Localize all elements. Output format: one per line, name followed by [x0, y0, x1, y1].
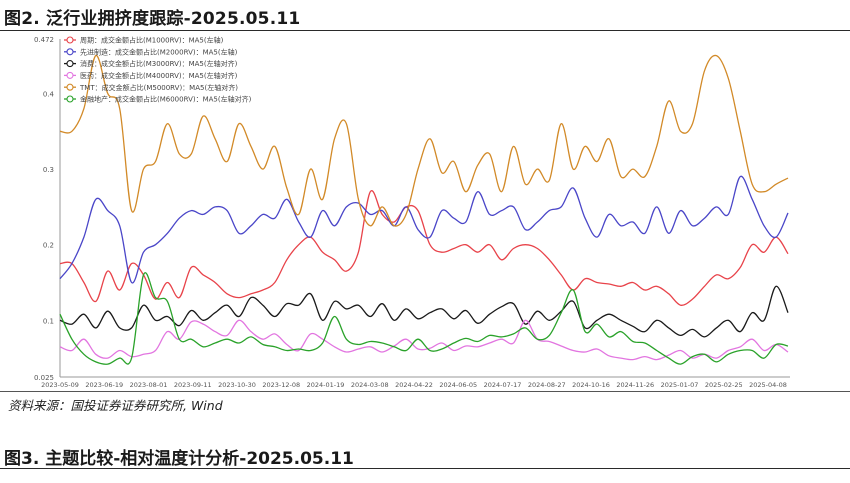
- legend-marker: [66, 83, 74, 91]
- next-figure-title: 图3. 主题比较-相对温度计分析-2025.05.11: [4, 449, 354, 469]
- legend-marker: [66, 36, 74, 44]
- next-title-rule: [0, 468, 850, 469]
- figure-title: 图2. 泛行业拥挤度跟踪-2025.05.11: [4, 9, 301, 29]
- legend-label: 先进制造：成交金额占比(M2000RV)：MA5(左轴): [80, 47, 238, 56]
- legend-marker: [66, 60, 74, 68]
- series-line-4: [59, 54, 789, 227]
- x-tick-label: 2023-06-19: [85, 381, 123, 389]
- x-tick-label: 2023-08-01: [130, 381, 168, 389]
- x-tick-label: 2023-09-11: [174, 381, 212, 389]
- series-line-5: [59, 272, 789, 365]
- x-tick-label: 2025-04-08: [749, 381, 787, 389]
- legend-marker: [66, 71, 74, 79]
- x-tick-label: 2023-10-30: [218, 381, 256, 389]
- series-line-0: [59, 190, 789, 306]
- x-tick-label: 2024-03-08: [351, 381, 389, 389]
- title-rule: [0, 30, 850, 31]
- x-tick-label: 2024-11-26: [616, 381, 654, 389]
- x-tick-label: 2024-10-16: [572, 381, 610, 389]
- legend-label: 金融地产：成交金额占比(M6000RV)：MA5(左轴对齐): [80, 95, 252, 104]
- x-tick-label: 2024-04-22: [395, 381, 433, 389]
- y-tick-label: 0.472: [34, 36, 54, 44]
- x-tick-label: 2024-01-19: [307, 381, 345, 389]
- chart-legend: 周期：成交金额占比(M1000RV)：MA5(左轴) 先进制造：成交金额占比(M2…: [64, 36, 252, 104]
- x-tick-label: 2023-05-09: [41, 381, 79, 389]
- legend-label: 医药：成交金额占比(M4000RV)：MA5(左轴对齐): [80, 71, 238, 80]
- x-tick-label: 2024-07-17: [484, 381, 522, 389]
- y-tick-label: 0.4: [43, 90, 55, 98]
- y-tick-label: 0.025: [34, 374, 54, 382]
- y-tick-label: 0.2: [43, 242, 54, 250]
- series-line-2: [59, 285, 789, 338]
- x-tick-label: 2025-01-07: [661, 381, 699, 389]
- series-line-3: [59, 319, 789, 361]
- chart-series-lines: [59, 54, 789, 365]
- series-line-1: [59, 175, 789, 284]
- x-tick-label: 2025-02-25: [705, 381, 743, 389]
- x-tick-label: 2023-12-08: [262, 381, 300, 389]
- source-note: 资料来源：国投证券证券研究所, Wind: [8, 398, 223, 413]
- chart-bottom-rule: [0, 391, 850, 392]
- legend-marker: [66, 48, 74, 56]
- legend-label: 消费：成交金额占比(M3000RV)：MA5(左轴对齐): [80, 59, 238, 68]
- y-tick-label: 0.1: [43, 317, 54, 325]
- x-tick-label: 2024-06-05: [439, 381, 477, 389]
- legend-marker: [66, 95, 74, 103]
- chart-area: 0.472 0.4 0.3 0.2 0.1 0.025 2023-05-09 2023-06-…: [0, 31, 850, 391]
- x-tick-label: 2024-08-27: [528, 381, 566, 389]
- legend-label: TMT：成交金额占比(M5000RV)：MA5(左轴对齐): [79, 83, 238, 92]
- legend-label: 周期：成交金额占比(M1000RV)：MA5(左轴): [80, 36, 224, 45]
- y-tick-label: 0.3: [43, 166, 54, 174]
